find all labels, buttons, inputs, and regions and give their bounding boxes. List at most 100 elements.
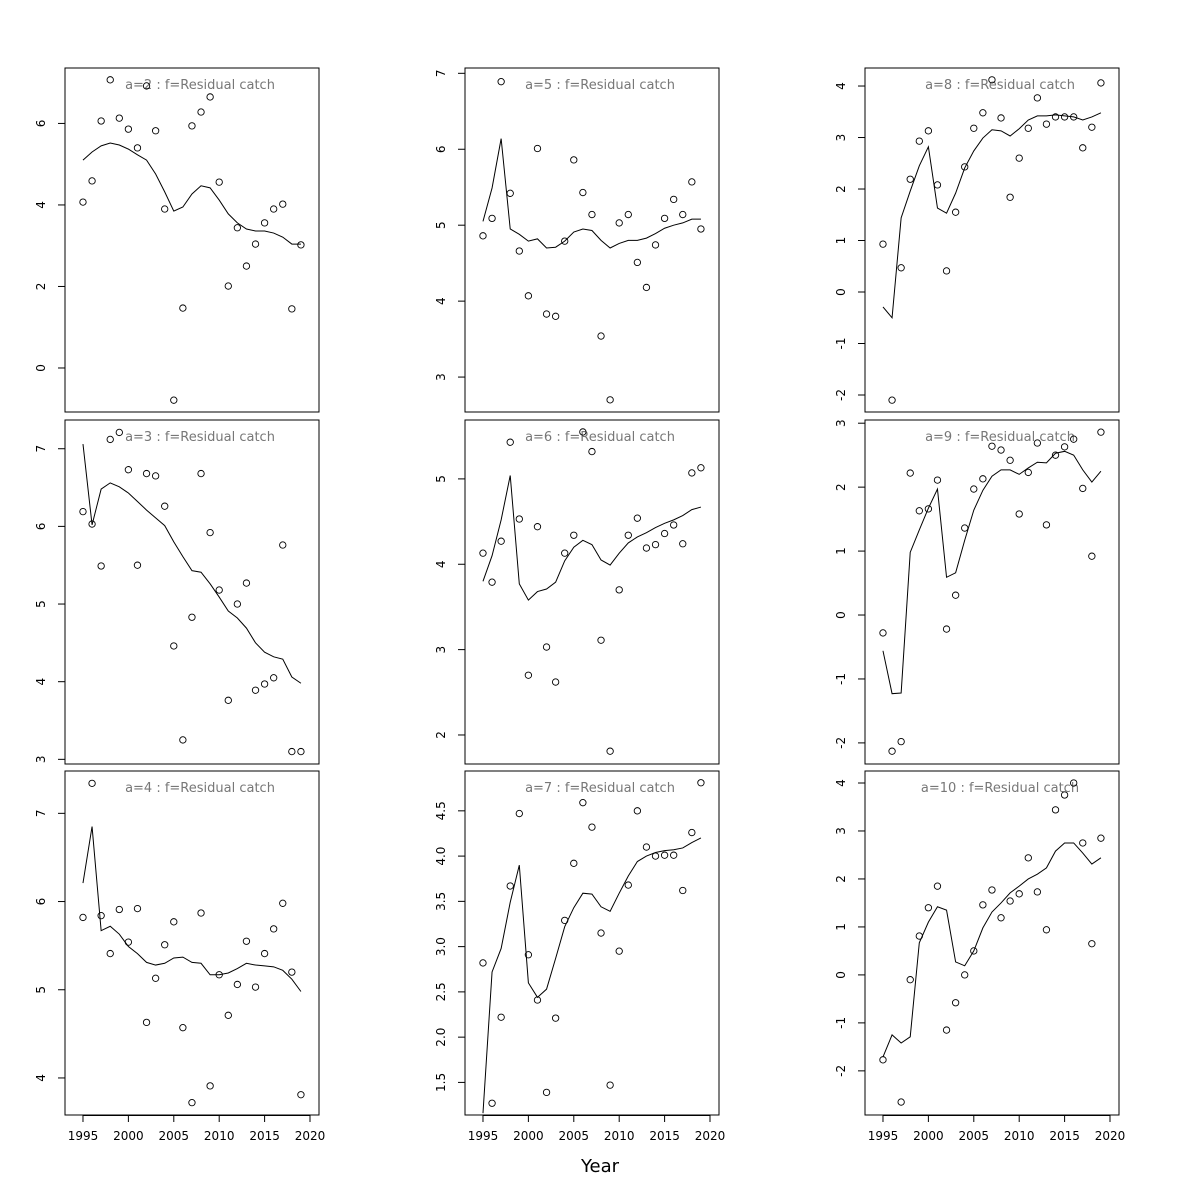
point <box>242 262 251 270</box>
point <box>897 264 905 272</box>
fit-line <box>882 842 1102 1058</box>
point <box>1024 854 1032 862</box>
point <box>506 882 514 890</box>
point <box>251 240 260 248</box>
fit-line <box>482 475 702 601</box>
y-tick-label: -1 <box>834 673 848 685</box>
point <box>179 304 187 312</box>
point <box>561 916 569 925</box>
y-tick-label: 4 <box>434 560 448 568</box>
plot-frame <box>64 419 320 765</box>
plot-frame <box>64 67 320 413</box>
y-tick-label: 2 <box>834 185 848 193</box>
point <box>170 396 178 404</box>
point <box>1024 468 1032 477</box>
point <box>642 544 651 552</box>
point <box>233 600 242 608</box>
point <box>297 1091 305 1099</box>
x-tick-label: 1995 <box>868 1129 899 1143</box>
point <box>288 305 296 313</box>
point <box>1042 120 1051 128</box>
point <box>624 881 632 889</box>
point <box>542 1088 551 1097</box>
point <box>588 823 596 831</box>
point <box>106 949 114 958</box>
point <box>660 214 669 223</box>
y-tick-label: 2.5 <box>434 982 448 1001</box>
point <box>506 438 514 446</box>
point <box>133 904 142 913</box>
panel-title: a=2 : f=Residual catch <box>125 78 275 93</box>
plot-frame <box>864 770 1120 1116</box>
y-tick-label: 1 <box>834 547 848 555</box>
point <box>561 549 569 557</box>
point <box>915 137 923 145</box>
x-tick-label: 2000 <box>513 1129 544 1143</box>
point <box>79 913 87 922</box>
y-tick-label: 5 <box>34 600 48 608</box>
point <box>288 968 296 976</box>
point <box>188 122 196 130</box>
point <box>124 938 133 946</box>
y-tick-label: 5 <box>34 986 48 994</box>
point <box>251 686 260 694</box>
point <box>233 224 242 232</box>
point <box>942 625 951 633</box>
point <box>997 114 1005 122</box>
point <box>597 636 605 644</box>
point <box>933 181 942 189</box>
point <box>242 937 251 945</box>
point <box>906 976 914 984</box>
y-tick-label: 1 <box>834 923 848 931</box>
point <box>542 310 551 318</box>
point <box>524 951 533 959</box>
point <box>533 996 542 1004</box>
point <box>597 332 605 340</box>
point <box>197 108 205 116</box>
point <box>1033 439 1042 447</box>
point <box>588 210 596 219</box>
point <box>570 859 578 867</box>
x-tick-label: 2010 <box>204 1129 235 1143</box>
point <box>879 629 887 637</box>
y-tick-label: 6 <box>34 120 48 128</box>
point <box>533 523 542 531</box>
point <box>588 447 596 456</box>
panel-title: a=8 : f=Residual catch <box>925 78 1075 93</box>
point <box>270 925 278 933</box>
y-tick-label: 0 <box>834 611 848 619</box>
point <box>979 109 987 117</box>
point <box>288 747 296 756</box>
point <box>597 929 605 937</box>
plot-frame <box>64 770 320 1116</box>
point <box>624 531 632 539</box>
point <box>615 947 623 955</box>
y-tick-label: 2 <box>34 283 48 291</box>
point <box>933 476 942 484</box>
point <box>297 241 305 249</box>
panel-title: a=6 : f=Residual catch <box>525 430 675 445</box>
x-axis-label: Year <box>580 1156 620 1177</box>
x-tick-label: 2005 <box>559 1129 590 1143</box>
y-tick-label: 6 <box>34 523 48 531</box>
point <box>606 396 614 404</box>
y-tick-label: 1 <box>834 237 848 245</box>
point <box>224 282 232 290</box>
point <box>615 219 623 227</box>
y-tick-label: 3.0 <box>434 937 448 956</box>
point <box>897 737 905 746</box>
point <box>997 914 1005 922</box>
point <box>670 195 678 204</box>
point <box>615 586 623 594</box>
panel: a=2 : f=Residual catch 0 2 4 6 <box>34 67 320 413</box>
fit-line <box>482 138 701 249</box>
point <box>924 505 933 513</box>
point <box>970 124 978 132</box>
fit-line <box>82 826 302 992</box>
y-tick-label: 0 <box>834 288 848 296</box>
panel: a=6 : f=Residual catch 2 3 4 5 <box>434 419 720 765</box>
point <box>933 882 942 890</box>
point <box>97 117 105 125</box>
fit-line <box>882 450 1102 695</box>
